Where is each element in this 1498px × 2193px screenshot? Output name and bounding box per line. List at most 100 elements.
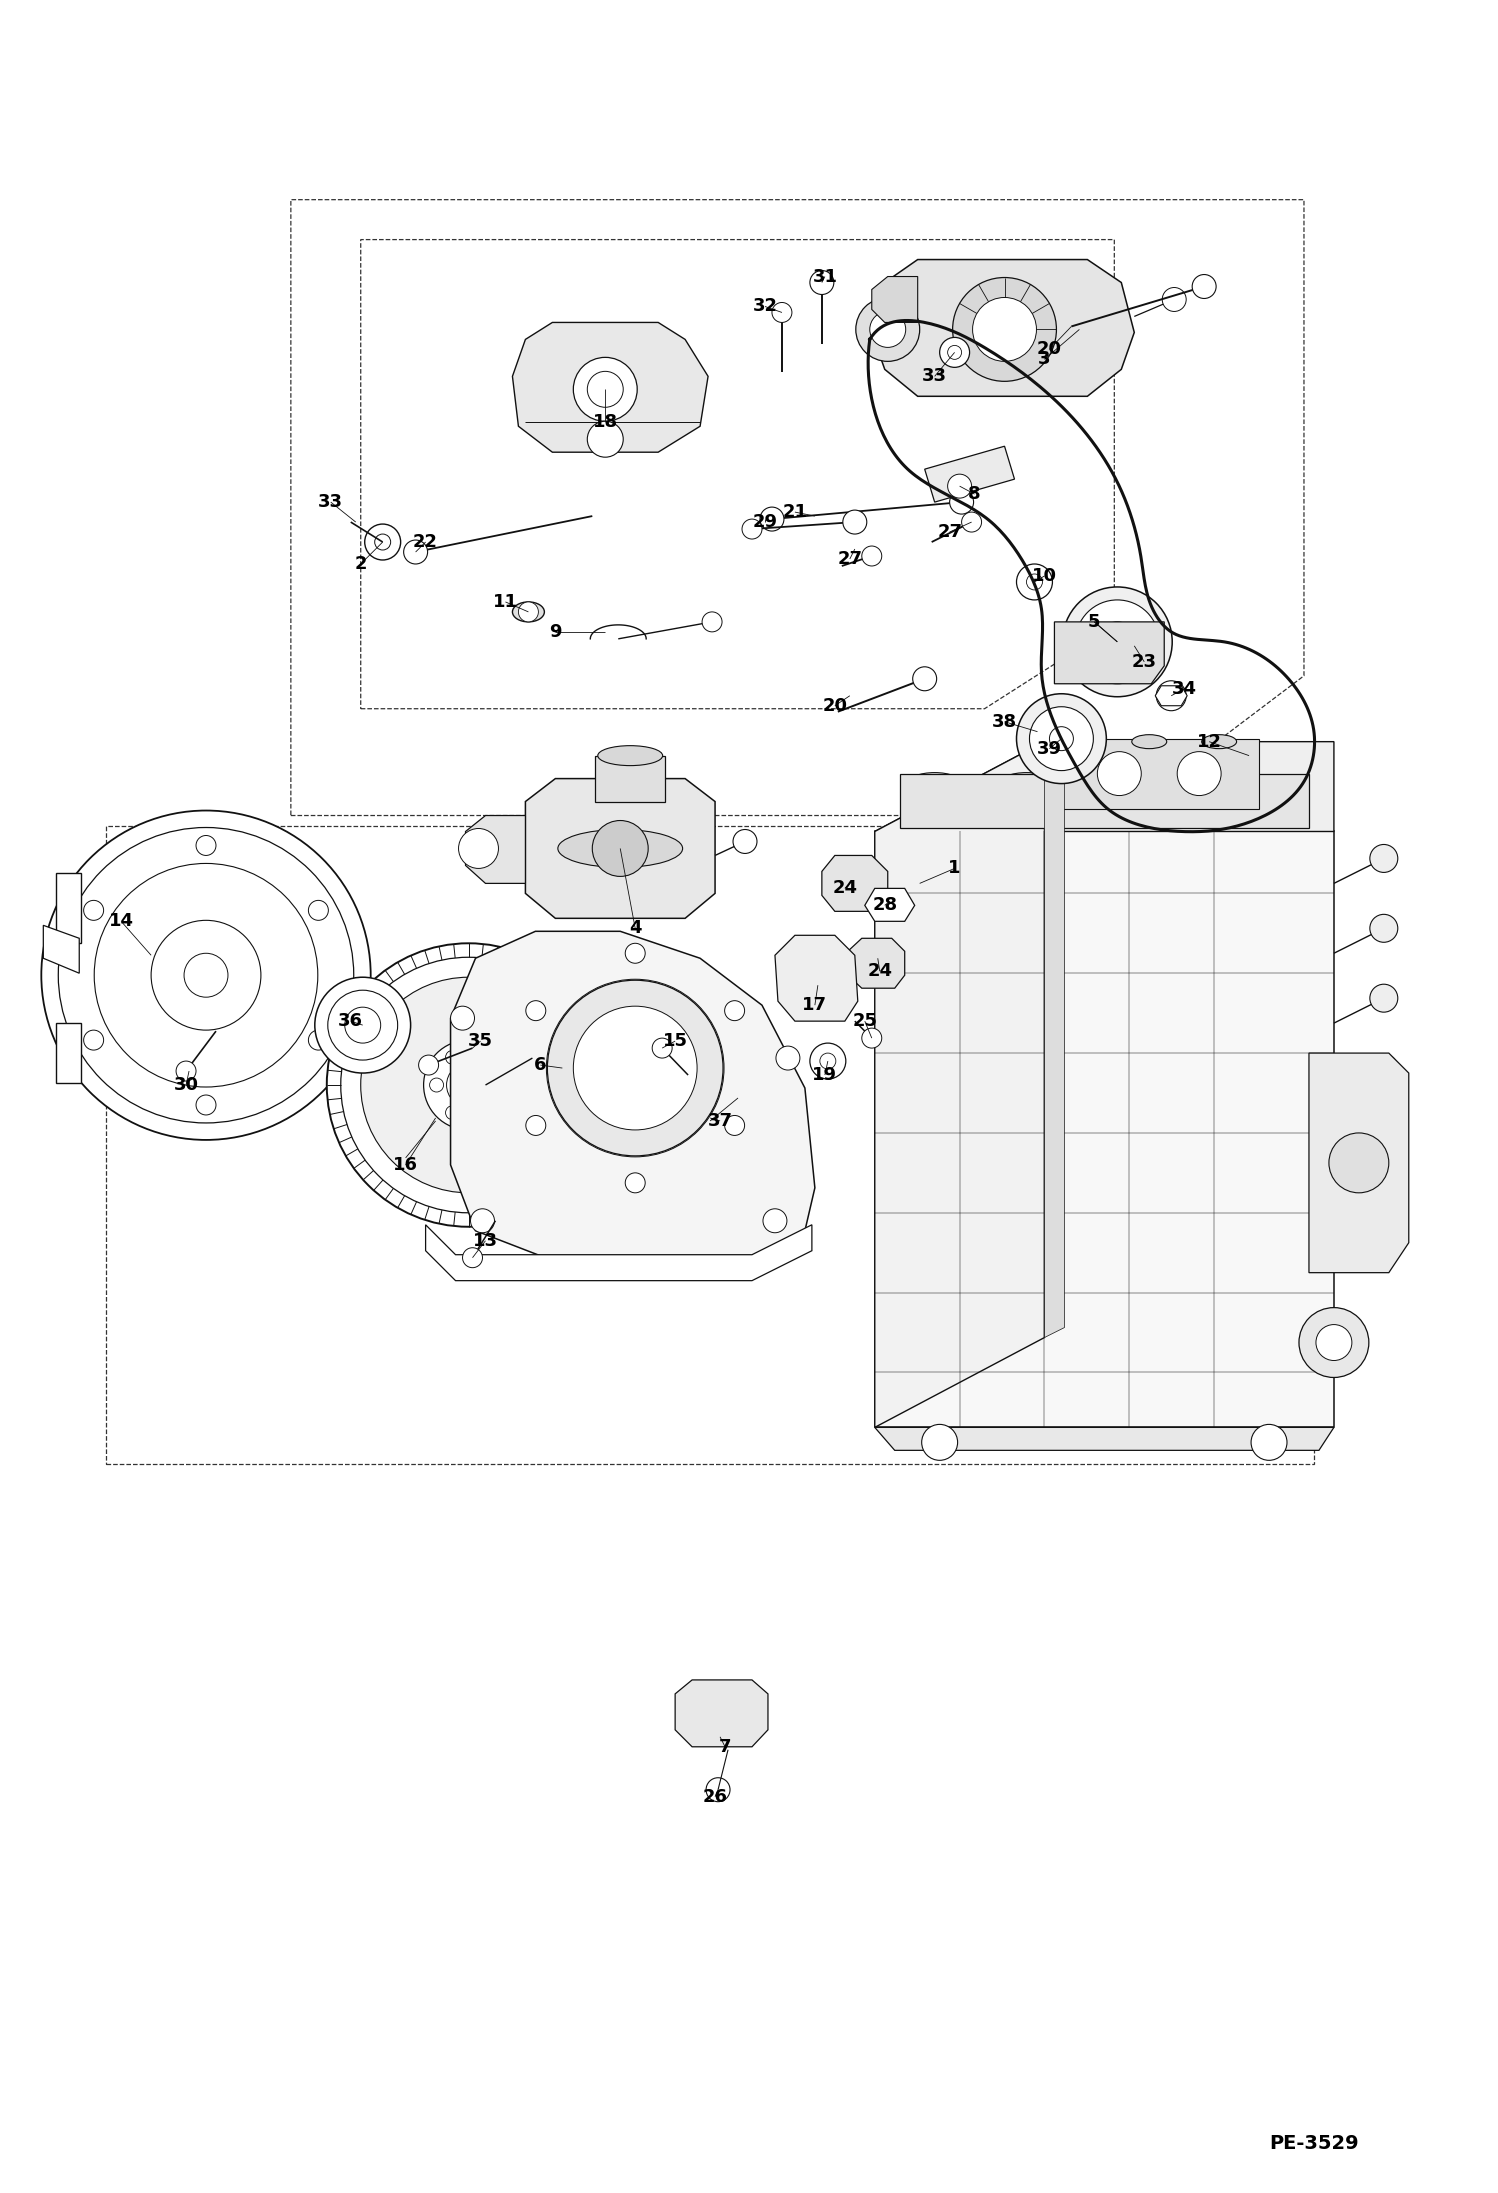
- Text: 11: 11: [493, 592, 518, 612]
- Polygon shape: [1044, 732, 1065, 1338]
- Circle shape: [771, 303, 792, 322]
- Circle shape: [759, 507, 783, 531]
- Circle shape: [1050, 726, 1074, 750]
- Circle shape: [953, 279, 1056, 382]
- Ellipse shape: [999, 772, 1055, 794]
- Polygon shape: [774, 934, 858, 1022]
- Text: 17: 17: [803, 996, 827, 1013]
- Circle shape: [1299, 1307, 1369, 1377]
- Text: 27: 27: [837, 550, 863, 568]
- Circle shape: [1369, 914, 1398, 943]
- Circle shape: [430, 1079, 443, 1092]
- Ellipse shape: [598, 746, 662, 765]
- Text: 21: 21: [782, 502, 807, 522]
- Circle shape: [810, 1044, 846, 1079]
- Circle shape: [1062, 588, 1173, 697]
- Text: 24: 24: [867, 963, 893, 980]
- Polygon shape: [900, 774, 1309, 829]
- Polygon shape: [43, 925, 79, 974]
- Circle shape: [1369, 1055, 1398, 1081]
- Text: 3: 3: [1038, 351, 1050, 368]
- Text: 12: 12: [1197, 732, 1222, 750]
- Polygon shape: [1309, 1053, 1408, 1272]
- Circle shape: [1315, 1325, 1351, 1360]
- Polygon shape: [872, 276, 918, 322]
- Circle shape: [939, 338, 969, 368]
- Text: 25: 25: [852, 1013, 878, 1031]
- Text: 5: 5: [1088, 612, 1101, 632]
- Circle shape: [776, 1046, 800, 1070]
- Text: 4: 4: [629, 919, 641, 936]
- Circle shape: [810, 270, 834, 294]
- Circle shape: [870, 311, 906, 346]
- Circle shape: [1029, 706, 1094, 770]
- Text: 38: 38: [992, 713, 1017, 730]
- Circle shape: [962, 513, 981, 533]
- Circle shape: [855, 298, 920, 362]
- Circle shape: [184, 954, 228, 998]
- Circle shape: [1076, 601, 1159, 684]
- Circle shape: [364, 524, 400, 559]
- Text: 23: 23: [1132, 654, 1156, 671]
- Circle shape: [950, 489, 974, 513]
- Polygon shape: [875, 741, 1044, 1428]
- Circle shape: [493, 1079, 508, 1092]
- Circle shape: [458, 829, 499, 868]
- Circle shape: [151, 921, 261, 1031]
- Text: 6: 6: [535, 1057, 547, 1075]
- Circle shape: [1369, 985, 1398, 1013]
- Circle shape: [196, 1094, 216, 1114]
- Circle shape: [1192, 274, 1216, 298]
- Circle shape: [1369, 844, 1398, 873]
- Text: 18: 18: [593, 412, 617, 432]
- Circle shape: [445, 1050, 460, 1064]
- Circle shape: [58, 827, 354, 1123]
- Circle shape: [703, 612, 722, 632]
- Text: 32: 32: [752, 298, 777, 316]
- Circle shape: [309, 901, 328, 921]
- Circle shape: [819, 1053, 836, 1068]
- Circle shape: [1177, 752, 1221, 796]
- Text: 33: 33: [318, 493, 343, 511]
- Circle shape: [762, 1208, 786, 1232]
- Circle shape: [912, 667, 936, 691]
- Circle shape: [463, 1248, 482, 1268]
- Circle shape: [446, 1064, 490, 1107]
- Circle shape: [742, 520, 762, 539]
- Circle shape: [478, 1105, 491, 1121]
- Circle shape: [84, 1031, 103, 1050]
- Circle shape: [418, 1055, 439, 1075]
- Text: 22: 22: [413, 533, 437, 550]
- Circle shape: [725, 1000, 745, 1020]
- Circle shape: [948, 344, 962, 360]
- Circle shape: [94, 864, 318, 1088]
- Circle shape: [861, 546, 882, 566]
- Circle shape: [526, 1116, 545, 1136]
- Text: 13: 13: [473, 1232, 497, 1250]
- Text: 29: 29: [752, 513, 777, 531]
- Ellipse shape: [1062, 735, 1097, 748]
- Polygon shape: [924, 445, 1014, 502]
- Circle shape: [1369, 1125, 1398, 1151]
- Circle shape: [1026, 575, 1043, 590]
- Polygon shape: [676, 1680, 768, 1748]
- Circle shape: [1251, 1425, 1287, 1461]
- Ellipse shape: [1183, 772, 1237, 794]
- Polygon shape: [425, 1224, 812, 1281]
- Circle shape: [1098, 752, 1141, 796]
- Ellipse shape: [1132, 735, 1167, 748]
- Circle shape: [1329, 1134, 1389, 1193]
- Ellipse shape: [1201, 735, 1236, 748]
- Polygon shape: [595, 757, 665, 803]
- Text: 36: 36: [339, 1013, 363, 1031]
- Text: 10: 10: [1032, 568, 1058, 586]
- Circle shape: [478, 1050, 491, 1064]
- Circle shape: [361, 978, 577, 1193]
- Circle shape: [374, 535, 391, 550]
- Text: 30: 30: [174, 1077, 199, 1094]
- Circle shape: [526, 1000, 545, 1020]
- Polygon shape: [875, 741, 1333, 831]
- Text: 7: 7: [719, 1737, 731, 1757]
- Circle shape: [518, 601, 538, 623]
- Circle shape: [470, 1208, 494, 1232]
